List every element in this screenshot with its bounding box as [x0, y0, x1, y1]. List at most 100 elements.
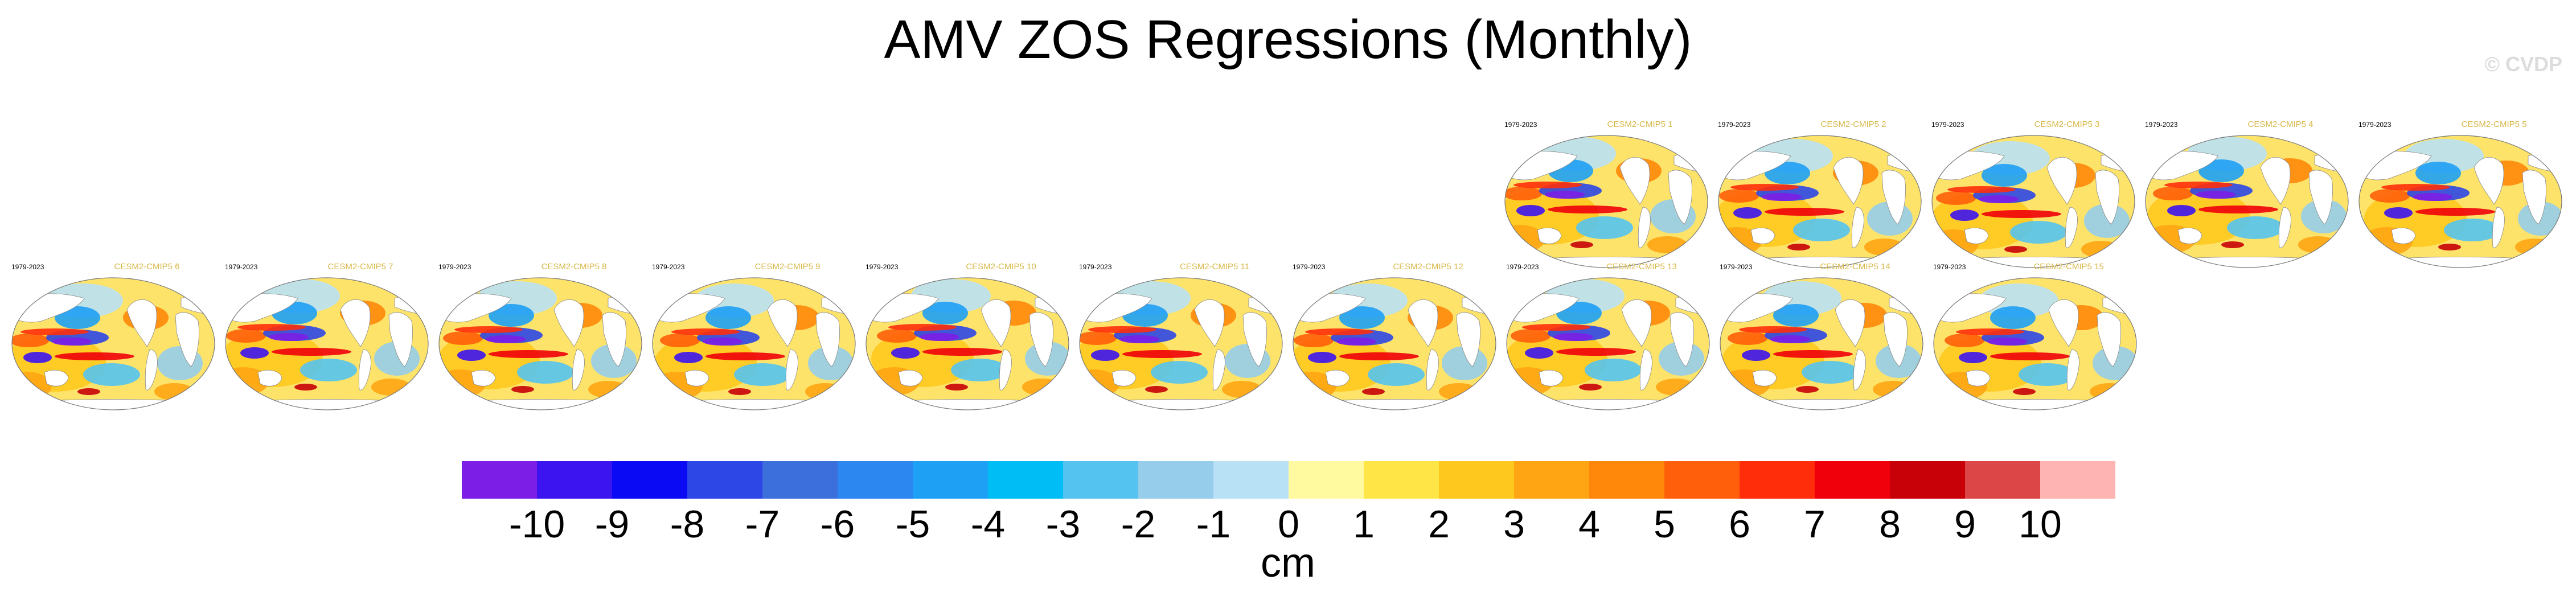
panel-period-label: 1979-2023 [2145, 121, 2178, 129]
panel-period-label: 1979-2023 [438, 263, 471, 271]
map-panel: 1979-2023 CESM2-CMIP5 9 [651, 262, 857, 412]
colorbar-tick-label: 7 [1804, 503, 1826, 546]
map-panel: 1979-2023 CESM2-CMIP5 13 [1505, 262, 1711, 412]
world-map [1720, 277, 1923, 410]
world-map [1506, 277, 1710, 410]
map-panel: 1979-2023 CESM2-CMIP5 15 [1932, 262, 2138, 412]
panel-period-label: 1979-2023 [1933, 263, 1966, 271]
colorbar-tick-label: -2 [1121, 503, 1156, 546]
world-map [652, 277, 856, 410]
world-map [1293, 277, 1496, 410]
map-panel: 1979-2023 CESM2-CMIP5 10 [864, 262, 1070, 412]
map-panel: 1979-2023 CESM2-CMIP5 4 [2144, 120, 2350, 270]
panel-period-label: 1979-2023 [1079, 263, 1112, 271]
panel-member-label: CESM2-CMIP5 11 [1179, 262, 1250, 272]
map-panel: 1979-2023 CESM2-CMIP5 6 [10, 262, 216, 412]
world-map [1079, 277, 1283, 410]
world-map [11, 277, 215, 410]
world-map [1718, 135, 1922, 268]
colorbar-segment [762, 461, 838, 499]
colorbar-segment [1815, 461, 1890, 499]
colorbar-segment [1289, 461, 1364, 499]
colorbar-segment [1213, 461, 1289, 499]
colorbar [462, 461, 2115, 499]
panel-member-label: CESM2-CMIP5 6 [114, 262, 180, 272]
colorbar-segment [687, 461, 762, 499]
colorbar-segment [462, 461, 537, 499]
world-map [225, 277, 429, 410]
colorbar-segment [988, 461, 1063, 499]
colorbar-tick-label: -1 [1196, 503, 1231, 546]
world-map [2358, 135, 2562, 268]
colorbar-segment [537, 461, 612, 499]
colorbar-tick-label: 5 [1654, 503, 1675, 546]
panel-period-label: 1979-2023 [1718, 121, 1751, 129]
panel-member-label: CESM2-CMIP5 2 [1820, 120, 1886, 129]
world-map [1931, 135, 2135, 268]
map-panel: 1979-2023 CESM2-CMIP5 14 [1718, 262, 1925, 412]
colorbar-segment [612, 461, 687, 499]
colorbar-tick-label: -7 [745, 503, 780, 546]
colorbar-segment [1740, 461, 1815, 499]
panel-period-label: 1979-2023 [1506, 263, 1539, 271]
colorbar-tick-label: -9 [594, 503, 630, 546]
world-map [2145, 135, 2349, 268]
panel-member-label: CESM2-CMIP5 12 [1393, 262, 1463, 272]
panel-period-label: 1979-2023 [1293, 263, 1326, 271]
colorbar-segment [1514, 461, 1589, 499]
colorbar-tick-label: -4 [970, 503, 1006, 546]
panel-period-label: 1979-2023 [1931, 121, 1964, 129]
colorbar-tick-label: 3 [1503, 503, 1525, 546]
map-panel: 1979-2023 CESM2-CMIP5 12 [1291, 262, 1498, 412]
panel-member-label: CESM2-CMIP5 14 [1820, 262, 1890, 272]
colorbar-segment [1063, 461, 1138, 499]
world-map [865, 277, 1069, 410]
colorbar-tick-label: -5 [895, 503, 930, 546]
panel-member-label: CESM2-CMIP5 5 [2461, 120, 2527, 129]
colorbar-tick-label: 9 [1954, 503, 1976, 546]
colorbar-tick-label: 4 [1578, 503, 1600, 546]
colorbar-segment [1138, 461, 1213, 499]
panel-period-label: 1979-2023 [1720, 263, 1753, 271]
panel-member-label: CESM2-CMIP5 1 [1607, 120, 1673, 129]
colorbar-tick-label: 6 [1729, 503, 1750, 546]
colorbar-segment [1965, 461, 2040, 499]
world-map [1504, 135, 1708, 268]
panel-period-label: 1979-2023 [11, 263, 44, 271]
colorbar-segment [838, 461, 913, 499]
panel-member-label: CESM2-CMIP5 4 [2247, 120, 2314, 129]
panel-period-label: 1979-2023 [2358, 121, 2392, 129]
map-panel: 1979-2023 CESM2-CMIP5 2 [1717, 120, 1923, 270]
panel-member-label: CESM2-CMIP5 9 [754, 262, 821, 272]
map-panel: 1979-2023 CESM2-CMIP5 3 [1930, 120, 2136, 270]
map-panel: 1979-2023 CESM2-CMIP5 7 [224, 262, 430, 412]
colorbar-tick-label: 0 [1278, 503, 1299, 546]
colorbar-segment [1439, 461, 1514, 499]
colorbar-units: cm [1261, 540, 1315, 586]
colorbar-tick-label: -8 [670, 503, 705, 546]
map-panel: 1979-2023 CESM2-CMIP5 11 [1078, 262, 1284, 412]
colorbar-segment [1890, 461, 1965, 499]
colorbar-tick-label: -10 [508, 503, 565, 546]
colorbar-segment [1589, 461, 1664, 499]
colorbar-tick-label: -3 [1045, 503, 1081, 546]
world-map [438, 277, 642, 410]
colorbar-tick-label: -6 [820, 503, 855, 546]
panel-period-label: 1979-2023 [225, 263, 258, 271]
colorbar-segment [913, 461, 988, 499]
panel-period-label: 1979-2023 [652, 263, 685, 271]
panel-member-label: CESM2-CMIP5 15 [2033, 262, 2104, 272]
colorbar-tick-label: 2 [1428, 503, 1450, 546]
colorbar-tick-label: 10 [2019, 503, 2062, 546]
map-panel: 1979-2023 CESM2-CMIP5 1 [1503, 120, 1709, 270]
colorbar-segment [2040, 461, 2115, 499]
map-panel: 1979-2023 CESM2-CMIP5 5 [2357, 120, 2563, 270]
panel-member-label: CESM2-CMIP5 10 [966, 262, 1036, 272]
panel-period-label: 1979-2023 [1504, 121, 1537, 129]
panel-member-label: CESM2-CMIP5 3 [2034, 120, 2100, 129]
colorbar-tick-labels: -10 -9 -8 -7 -6 -5 -4 -3 -2 -1 0 1 2 3 4 5 6 7 8 9 10 [462, 502, 2115, 548]
cvdp-watermark: © CVDP [2484, 52, 2562, 76]
panel-member-label: CESM2-CMIP5 13 [1606, 262, 1677, 272]
world-map [1933, 277, 2137, 410]
panel-member-label: CESM2-CMIP5 7 [327, 262, 393, 272]
